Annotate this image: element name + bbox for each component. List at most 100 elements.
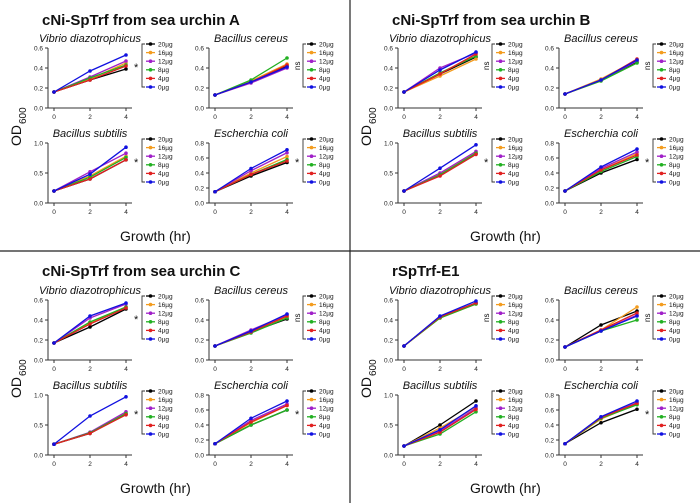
legend-marker	[309, 68, 314, 72]
legend-marker	[659, 180, 664, 184]
y-tick-label: 0.4	[195, 171, 204, 178]
legend-marker	[498, 389, 503, 393]
y-tick-label: 0.4	[384, 318, 393, 325]
legend-marker	[148, 163, 153, 167]
data-point	[474, 299, 478, 303]
legend-marker	[148, 171, 153, 176]
legend-label: 12µg	[158, 311, 173, 318]
x-tick-label: 2	[438, 114, 442, 121]
x-tick-label: 0	[563, 366, 567, 373]
legend-marker	[309, 328, 314, 333]
legend-label: 8µg	[158, 162, 169, 169]
y-tick-label: 0.0	[384, 106, 393, 113]
legend-label: 0µg	[319, 336, 330, 343]
legend-label: 12µg	[158, 59, 173, 66]
legend-label: 20µg	[319, 136, 334, 143]
legend-marker	[498, 294, 503, 298]
subplot: Vibrio diazotrophicus 0.0 0.2 0.4 0.6 0 2 4 20µg…	[34, 33, 173, 121]
legend-marker	[309, 406, 314, 411]
y-tick-label: 0.5	[34, 423, 43, 430]
significance-label: *	[134, 157, 139, 169]
data-point	[285, 147, 289, 152]
legend-marker	[309, 50, 314, 55]
legend-label: 20µg	[158, 293, 173, 300]
x-tick-label: 2	[438, 209, 442, 216]
data-point	[635, 61, 639, 65]
subplot: Escherchia coli 0.0 0.2 0.4 0.6 0.8 0 2 4 20µg 16µ…	[545, 380, 684, 468]
y-tick-label: 0.6	[195, 46, 204, 53]
x-tick-label: 0	[52, 461, 56, 468]
legend-marker	[659, 137, 664, 141]
x-tick-label: 2	[599, 209, 603, 216]
legend-label: 0µg	[319, 431, 330, 438]
y-tick-label: 0.6	[545, 46, 554, 53]
data-point	[249, 166, 253, 171]
legend-label: 4µg	[508, 328, 519, 335]
x-tick-label: 2	[88, 114, 92, 121]
legend-label: 8µg	[669, 162, 680, 169]
data-point	[599, 78, 603, 82]
x-tick-label: 0	[402, 209, 406, 216]
legend-marker	[148, 76, 153, 81]
data-point	[635, 150, 639, 154]
x-tick-label: 4	[635, 461, 639, 468]
y-tick-label: 0.0	[195, 453, 204, 460]
legend-marker	[659, 68, 664, 72]
legend-marker	[309, 137, 314, 141]
legend-label: 16µg	[158, 397, 173, 404]
x-tick-label: 4	[635, 209, 639, 216]
legend-marker	[659, 432, 664, 436]
significance-bracket	[302, 43, 306, 88]
subplot: Bacillus cereus 0.0 0.2 0.4 0.6 0 2 4 20µg 16µg 12…	[545, 285, 684, 373]
significance-label: ns	[482, 62, 491, 70]
x-tick-label: 2	[438, 366, 442, 373]
legend-label: 0µg	[158, 431, 169, 438]
legend-marker	[498, 163, 503, 167]
x-tick-label: 4	[285, 366, 289, 373]
data-point	[635, 147, 639, 151]
subplot: Bacillus cereus 0.0 0.2 0.4 0.6 0 2 4 20µg 16µg 12…	[195, 285, 334, 373]
x-tick-label: 2	[88, 461, 92, 468]
legend-label: 4µg	[669, 76, 680, 83]
legend-label: 8µg	[508, 162, 519, 169]
x-tick-label: 0	[52, 209, 56, 216]
legend-label: 0µg	[319, 179, 330, 186]
data-point	[88, 314, 92, 318]
y-tick-label: 0.4	[195, 318, 204, 325]
legend-label: 20µg	[319, 293, 334, 300]
legend-label: 4µg	[508, 171, 519, 178]
data-point	[635, 314, 639, 318]
legend-label: 12µg	[508, 311, 523, 318]
data-point	[599, 168, 603, 172]
y-tick-label: 0.6	[195, 408, 204, 415]
significance-label: ns	[643, 62, 652, 70]
significance-label: *	[645, 157, 650, 169]
legend-label: 16µg	[669, 50, 684, 57]
data-point	[635, 305, 639, 309]
significance-bracket	[302, 390, 306, 435]
y-tick-label: 0.6	[545, 298, 554, 305]
data-point	[285, 154, 289, 159]
subplot: Vibrio diazotrophicus 0.0 0.2 0.4 0.6 0 2 4 20µg…	[384, 33, 523, 121]
legend-marker	[148, 294, 153, 298]
x-tick-label: 2	[88, 209, 92, 216]
legend-label: 0µg	[669, 179, 680, 186]
legend-marker	[148, 145, 153, 150]
data-point	[474, 143, 478, 147]
significance-bracket	[302, 138, 306, 183]
legend-label: 8µg	[508, 414, 519, 421]
x-tick-label: 0	[213, 366, 217, 373]
legend-label: 20µg	[319, 388, 334, 395]
data-point	[124, 301, 128, 305]
data-point	[124, 145, 128, 149]
y-tick-label: 0.6	[384, 298, 393, 305]
data-point	[635, 318, 639, 322]
y-tick-label: 0.6	[545, 156, 554, 163]
legend-marker	[659, 423, 664, 428]
legend-marker	[148, 320, 153, 324]
y-tick-label: 0.6	[384, 46, 393, 53]
legend-marker	[309, 76, 314, 81]
subplot-title: Bacillus cereus	[564, 33, 638, 45]
x-tick-label: 4	[124, 114, 128, 121]
data-point	[563, 345, 567, 349]
